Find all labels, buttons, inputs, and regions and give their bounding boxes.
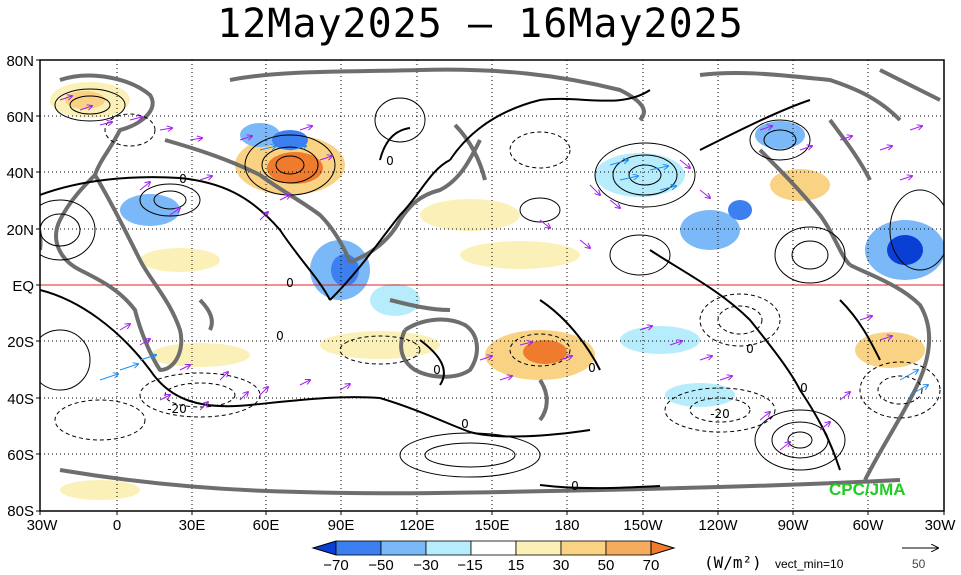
colorbar-label: 70 bbox=[643, 557, 660, 574]
contour-labels: 0 0 0 0 0 0 0 0 0 0 -20 -20 bbox=[167, 154, 808, 493]
contour-label: 0 bbox=[286, 276, 294, 290]
lat-label: 20N bbox=[6, 222, 34, 239]
lon-label: 60E bbox=[253, 517, 280, 534]
colorbar-label: −70 bbox=[323, 557, 348, 574]
colorbar-labels: −70 −50 −30 −15 15 30 50 70 bbox=[323, 557, 659, 574]
anomaly-shading bbox=[50, 82, 944, 500]
contour-label: 0 bbox=[276, 329, 284, 343]
lon-label: 180 bbox=[554, 517, 579, 534]
colorbar bbox=[311, 540, 676, 556]
lon-label: 30W bbox=[27, 517, 59, 534]
lon-label: 90E bbox=[328, 517, 355, 534]
lon-label: 30W bbox=[925, 517, 957, 534]
colorbar-segment bbox=[335, 540, 382, 556]
colorbar-label: −30 bbox=[413, 557, 438, 574]
reference-vector-value: 50 bbox=[912, 557, 926, 571]
colorbar-segment bbox=[560, 540, 607, 556]
contour-label: 0 bbox=[588, 361, 596, 375]
lon-label: 120W bbox=[698, 517, 738, 534]
credit-label: CPC/JMA bbox=[829, 480, 906, 499]
axis-ticks bbox=[36, 59, 945, 515]
lat-label: 80S bbox=[7, 503, 34, 520]
lon-label: 150E bbox=[474, 517, 509, 534]
contour-label: 0 bbox=[746, 342, 754, 356]
lon-label: 120E bbox=[399, 517, 434, 534]
lon-label: 30E bbox=[179, 517, 206, 534]
colorbar-segment bbox=[425, 540, 472, 556]
colorbar-segment bbox=[380, 540, 427, 556]
colorbar-segment bbox=[650, 540, 676, 556]
contour-label: -20 bbox=[710, 407, 730, 421]
contour-label: 0 bbox=[179, 172, 187, 186]
map-grid bbox=[40, 60, 944, 511]
colorbar-label: 30 bbox=[553, 557, 570, 574]
plot-title: 12May2025 – 16May2025 bbox=[217, 1, 744, 47]
colorbar-segment bbox=[515, 540, 562, 556]
colorbar-label: 15 bbox=[508, 557, 525, 574]
lat-label: 40S bbox=[7, 391, 34, 408]
contour-label: 0 bbox=[386, 154, 394, 168]
colorbar-units: (W/m²) bbox=[704, 553, 762, 572]
contour-label: -20 bbox=[167, 402, 187, 416]
lat-label: 40N bbox=[6, 165, 34, 182]
lat-label: 80N bbox=[6, 53, 34, 70]
lon-label: 90W bbox=[778, 517, 810, 534]
contour-label: 0 bbox=[461, 417, 469, 431]
lon-label: 0 bbox=[113, 517, 121, 534]
lon-label: 150W bbox=[623, 517, 663, 534]
latitude-labels: 80N 60N 40N 20N EQ 20S 40S 60S 80S bbox=[6, 53, 34, 520]
contour-label: 0 bbox=[571, 479, 579, 493]
lat-label: 60N bbox=[6, 109, 34, 126]
colorbar-label: −15 bbox=[457, 557, 482, 574]
vector-min-note: vect_min=10 bbox=[775, 557, 844, 571]
contour-label: 0 bbox=[800, 381, 808, 395]
colorbar-segment bbox=[605, 540, 652, 556]
longitude-labels: 30W 0 30E 60E 90E 120E 150E 180 150W 120… bbox=[27, 517, 957, 534]
lat-label: 60S bbox=[7, 447, 34, 464]
lat-label: EQ bbox=[12, 278, 34, 295]
wind-vectors bbox=[59, 96, 928, 451]
lat-label: 20S bbox=[7, 334, 34, 351]
coastlines bbox=[40, 67, 941, 496]
colorbar-label: −50 bbox=[368, 557, 393, 574]
contour-label: 0 bbox=[433, 363, 441, 377]
colorbar-label: 50 bbox=[598, 557, 615, 574]
colorbar-segment bbox=[470, 540, 517, 556]
lon-label: 60W bbox=[853, 517, 885, 534]
colorbar-segment bbox=[311, 540, 337, 556]
